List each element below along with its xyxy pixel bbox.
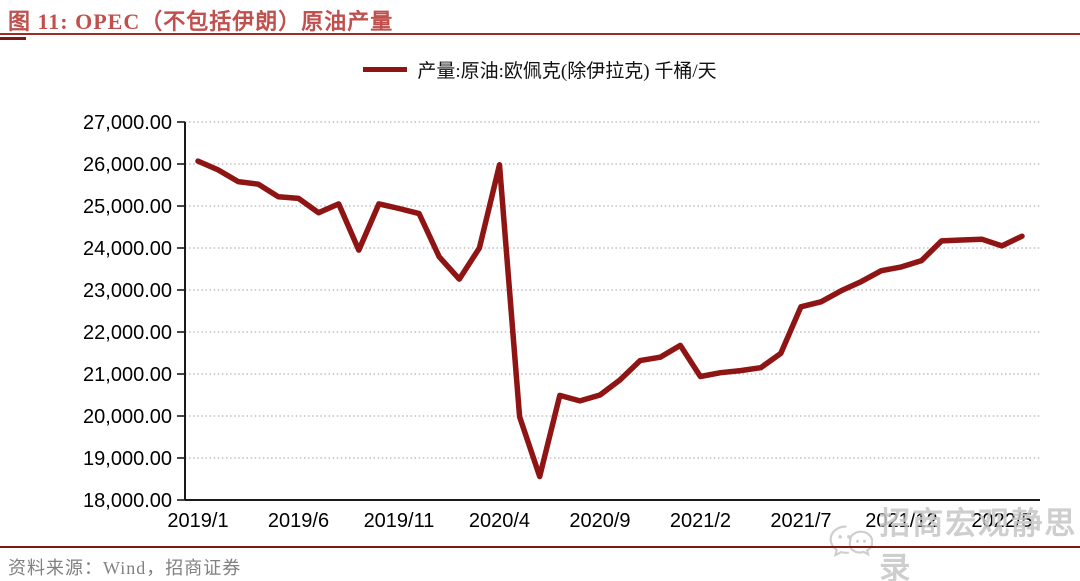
x-axis-tick-label: 2021/7	[770, 510, 831, 532]
footer-divider	[0, 546, 1080, 548]
source-attribution: 资料来源：Wind，招商证券	[8, 558, 242, 578]
x-axis-tick-label: 2019/1	[167, 510, 228, 532]
y-axis-tick-label: 24,000.00	[83, 238, 172, 260]
y-axis-tick-label: 19,000.00	[83, 448, 172, 470]
figure-title: 图 11: OPEC（不包括伊朗）原油产量	[8, 9, 394, 34]
x-axis-tick-label: 2020/4	[469, 510, 530, 532]
chart-legend: 产量:原油:欧佩克(除伊拉克) 千桶/天	[0, 56, 1080, 83]
y-axis-tick-label: 22,000.00	[83, 322, 172, 344]
y-axis-tick-label: 21,000.00	[83, 364, 172, 386]
production-line-series	[195, 158, 1025, 480]
legend-series-label: 产量:原油:欧佩克(除伊拉克) 千桶/天	[417, 61, 717, 82]
y-axis-tick-label: 20,000.00	[83, 406, 172, 428]
x-axis-tick-label: 2022/5	[971, 510, 1032, 532]
y-axis-tick-label: 26,000.00	[83, 154, 172, 176]
y-axis-tick-label: 18,000.00	[83, 490, 172, 512]
y-axis-tick-label: 25,000.00	[83, 196, 172, 218]
x-axis-tick-label: 2021/12	[865, 510, 937, 532]
title-divider	[0, 33, 1080, 35]
y-axis-tick-label: 27,000.00	[83, 112, 172, 134]
x-axis-tick-label: 2019/6	[268, 510, 329, 532]
title-divider-cap	[0, 37, 26, 40]
x-axis-tick-label: 2021/2	[670, 510, 731, 532]
x-axis-tick-label: 2020/9	[569, 510, 630, 532]
legend-line-swatch	[363, 67, 408, 72]
y-axis-tick-label: 23,000.00	[83, 280, 172, 302]
x-axis-tick-label: 2019/11	[364, 510, 435, 532]
